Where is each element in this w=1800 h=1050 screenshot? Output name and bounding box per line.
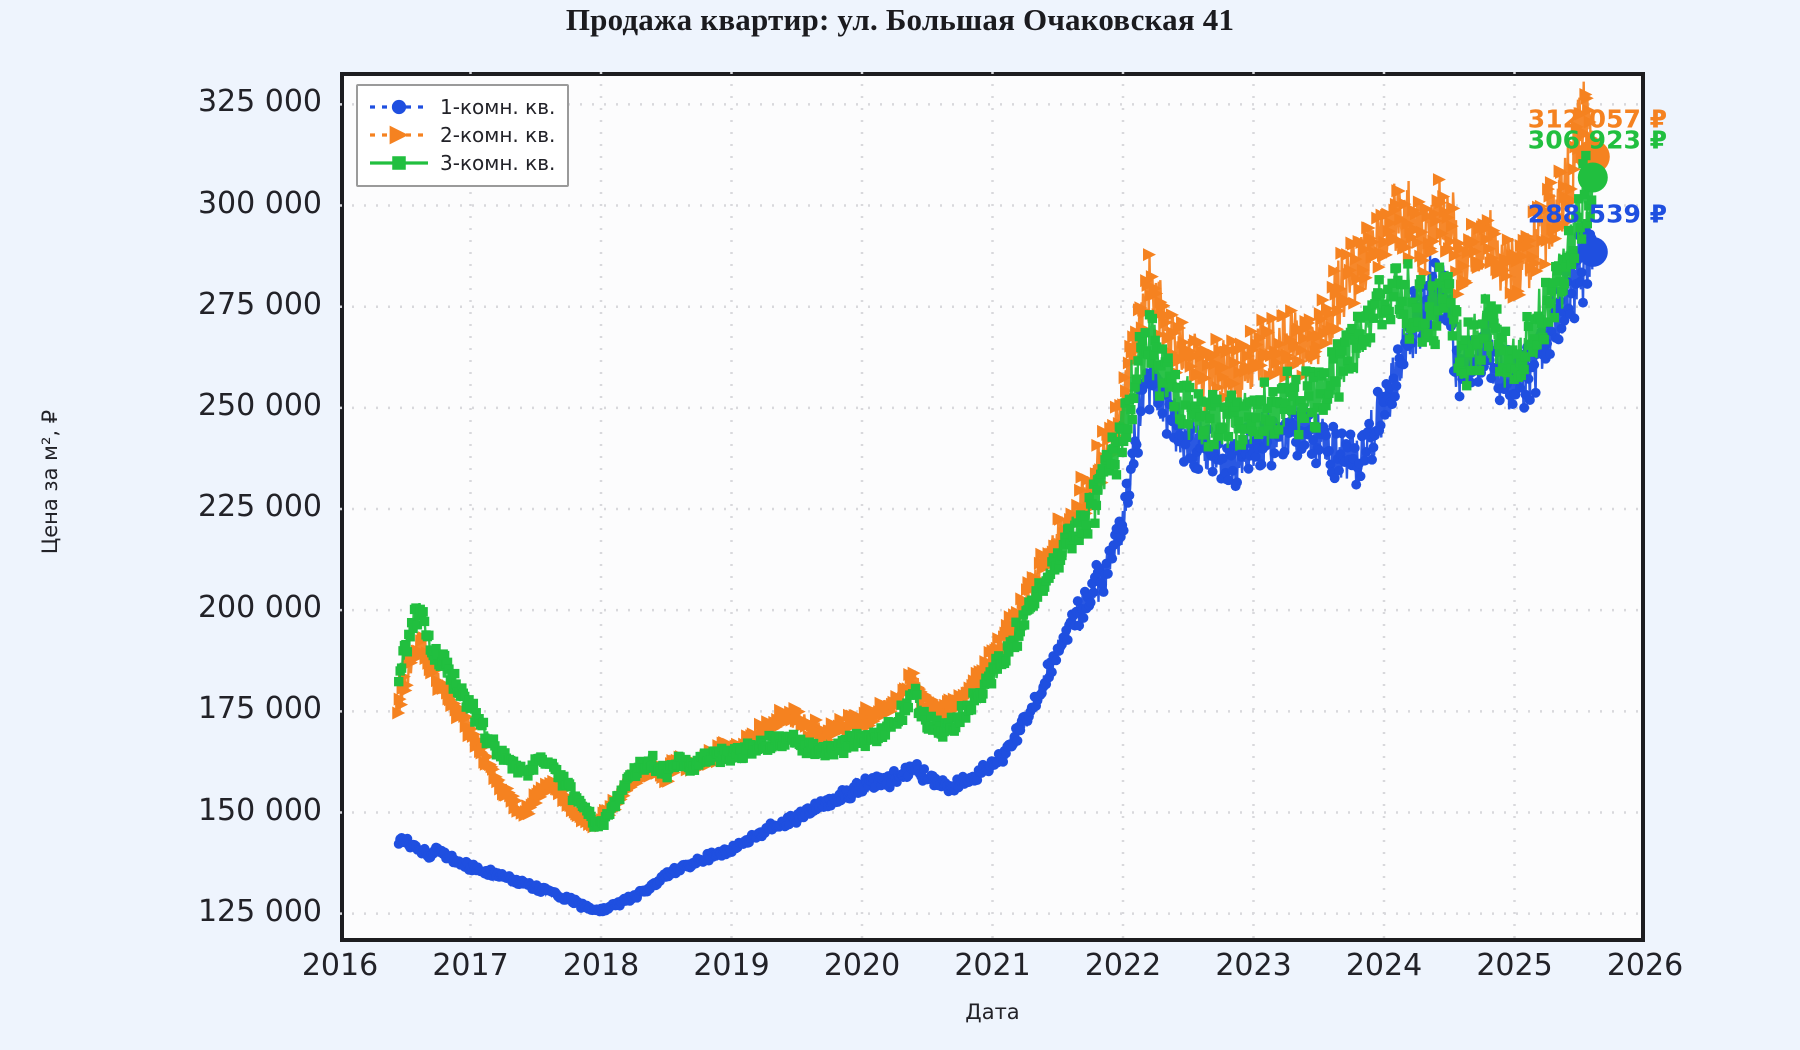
legend-item-3[interactable]: 3-комн. кв. xyxy=(368,149,555,177)
series-canvas xyxy=(340,72,1645,942)
legend-label: 2-комн. кв. xyxy=(440,123,556,147)
x-tick-label: 2024 xyxy=(1345,948,1423,983)
page-title: Продажа квартир: ул. Большая Очаковская … xyxy=(565,2,1235,37)
legend-label: 3-комн. кв. xyxy=(440,151,556,175)
series-2 xyxy=(392,81,1610,834)
series-3 xyxy=(394,150,1608,832)
x-tick-label: 2016 xyxy=(301,948,379,983)
x-tick-label: 2020 xyxy=(823,948,901,983)
legend-item-1[interactable]: 1-комн. кв. xyxy=(368,93,555,121)
square-marker-icon xyxy=(368,153,430,173)
y-tick-label: 200 000 xyxy=(197,590,322,626)
y-tick-label: 250 000 xyxy=(197,387,322,423)
x-tick-label: 2019 xyxy=(693,948,770,983)
triangle-marker-icon xyxy=(368,125,430,145)
y-axis-ticks: 125 000 150 000 175 000 200 000 225 000 250 0… xyxy=(0,72,322,942)
y-tick-label: 175 000 xyxy=(197,691,322,727)
y-tick-label: 225 000 xyxy=(197,489,322,525)
y-tick-label: 275 000 xyxy=(197,286,322,322)
x-tick-label: 2023 xyxy=(1215,948,1292,983)
circle-marker-icon xyxy=(368,97,430,117)
x-tick-label: 2025 xyxy=(1476,948,1553,983)
legend[interactable]: 1-комн. кв. 2-комн. кв. 3-комн. кв. xyxy=(356,84,570,187)
x-axis-title: Дата xyxy=(965,1000,1020,1024)
end-value-label: 306 923 ₽ xyxy=(1527,125,1667,155)
plot-area: 1-комн. кв. 2-комн. кв. 3-комн. кв. 312 05… xyxy=(340,72,1667,942)
x-tick-label: 2018 xyxy=(562,948,640,983)
legend-label: 1-комн. кв. xyxy=(440,95,556,119)
end-value-label: 312 057 ₽ xyxy=(1527,104,1667,134)
x-axis-ticks: 2016 2017 2018 2019 2020 2021 2022 2023 2024 2025… xyxy=(302,948,1683,998)
x-tick-label: 2021 xyxy=(954,948,1031,983)
y-tick-label: 125 000 xyxy=(197,893,322,929)
y-tick-label: 150 000 xyxy=(197,792,322,828)
legend-item-2[interactable]: 2-комн. кв. xyxy=(368,121,555,149)
y-tick-label: 325 000 xyxy=(197,84,322,120)
end-value-label: 288 539 ₽ xyxy=(1527,199,1667,229)
x-tick-label: 2026 xyxy=(1606,948,1684,983)
x-tick-label: 2022 xyxy=(1084,948,1162,983)
x-tick-label: 2017 xyxy=(432,948,509,983)
y-tick-label: 300 000 xyxy=(197,185,322,221)
grid-lines xyxy=(340,72,1645,942)
